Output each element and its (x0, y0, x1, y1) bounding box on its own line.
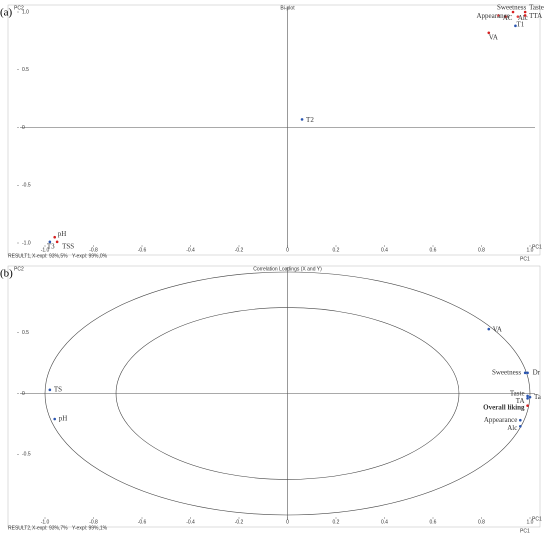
x-tick-label: -1.0 (41, 519, 50, 525)
footnote: X-expl: 93%,5% (32, 253, 68, 259)
x-tick-label: 1.0 (527, 519, 534, 525)
point (53, 417, 56, 421)
point (526, 394, 529, 398)
point-label: TA (516, 397, 525, 405)
x-tick-label: 0.6 (430, 247, 437, 253)
x-tick-label: 0.2 (333, 247, 340, 253)
point-label: Sweetness (492, 368, 521, 376)
y-tick-label: 0.5 (22, 330, 29, 336)
footnote: X-expl: 93%,7% (32, 525, 68, 531)
x-tick-label: 0.2 (333, 519, 340, 525)
point-label: TTA (529, 12, 542, 20)
point-label: Appearance (476, 12, 509, 20)
y-axis-label: PC2 (14, 266, 24, 272)
x-tick-label: -0.6 (138, 247, 147, 253)
x-tick-label: -0.2 (235, 247, 244, 253)
x-tick-label: -0.4 (186, 247, 195, 253)
point-label: Taste (510, 390, 525, 398)
point-label: VA (489, 33, 498, 41)
point-label: Alc (507, 424, 517, 432)
point (497, 14, 500, 17)
x-tick-label: 0.8 (478, 247, 485, 253)
point (526, 404, 529, 407)
point-label: Alc (518, 14, 528, 22)
point-label: Taste (529, 4, 544, 12)
point-label: T2 (306, 116, 314, 124)
x-tick-label: -0.4 (186, 519, 195, 525)
point (516, 15, 520, 18)
x-tick-label: -0.2 (235, 519, 244, 525)
point-label: T1 (516, 20, 524, 28)
x-tick-label: -0.6 (138, 519, 147, 525)
x-axis-label: PC1 (520, 528, 530, 534)
point-label: TSS (62, 242, 74, 250)
y-tick-label: -0.5 (22, 183, 31, 189)
point-label: AC (503, 14, 513, 22)
x-tick-label: -0.8 (89, 519, 98, 525)
panel-label: (b) (0, 268, 13, 280)
point (519, 418, 522, 422)
point (55, 240, 59, 244)
point (528, 395, 532, 399)
x-tick-label: 1.0 (527, 247, 534, 253)
plot-frame (7, 4, 541, 256)
panel-label: (a) (0, 7, 13, 19)
x-tick-label: 0.4 (381, 519, 388, 525)
point (504, 15, 508, 18)
point-label: Appearance (484, 416, 517, 424)
y-tick-label: -1.0 (22, 240, 31, 246)
y-tick-label: 0.5 (22, 67, 29, 73)
point-label: T3 (47, 242, 55, 250)
point (511, 10, 515, 14)
point (48, 388, 52, 392)
point (526, 397, 529, 400)
x-tick-label: 0.6 (430, 519, 437, 525)
x-axis-label: PC1 (520, 256, 530, 262)
x-tick-label: 0 (286, 519, 289, 525)
point (526, 371, 529, 375)
y-tick-label: -0.5 (22, 452, 31, 458)
point (487, 31, 491, 35)
correlation-ellipse (115, 307, 460, 480)
point-label: TS (54, 385, 62, 393)
point-label: Overall liking (483, 403, 525, 411)
plot-frame (7, 265, 541, 528)
x-axis-label: PC1 (532, 244, 542, 250)
x-tick-label: -0.8 (89, 247, 98, 253)
x-tick-label: -1.0 (41, 247, 50, 253)
footnote: Y-expl: 99%,1% (72, 525, 108, 531)
point (487, 327, 491, 331)
point (523, 371, 527, 375)
point-label: VA (493, 326, 502, 334)
footnote: RESULT1, (8, 253, 32, 259)
point (519, 425, 522, 428)
point-label: pH (58, 230, 67, 238)
x-tick-label: 0.4 (381, 247, 388, 253)
footnote: RESULT2, (8, 525, 32, 531)
point-label: Dr (533, 368, 541, 376)
point (300, 118, 304, 121)
point-label: Ta (534, 393, 542, 401)
point (523, 10, 527, 14)
point (53, 235, 56, 239)
y-tick-label: 1.0 (22, 9, 29, 15)
correlation-ellipse (44, 271, 531, 516)
footnote: Y-expl: 99%,0% (72, 253, 108, 259)
x-axis-label: PC1 (532, 516, 542, 522)
point (523, 14, 527, 17)
point (514, 24, 517, 28)
point-label: pH (59, 415, 68, 423)
y-tick-label: 0 (22, 125, 25, 131)
y-tick-label: 0 (22, 391, 25, 397)
point (48, 240, 52, 244)
x-tick-label: 0 (286, 247, 289, 253)
y-axis-label: PC2 (14, 5, 24, 11)
x-tick-label: 0.8 (478, 519, 485, 525)
point-label: Sweetness (497, 4, 526, 12)
